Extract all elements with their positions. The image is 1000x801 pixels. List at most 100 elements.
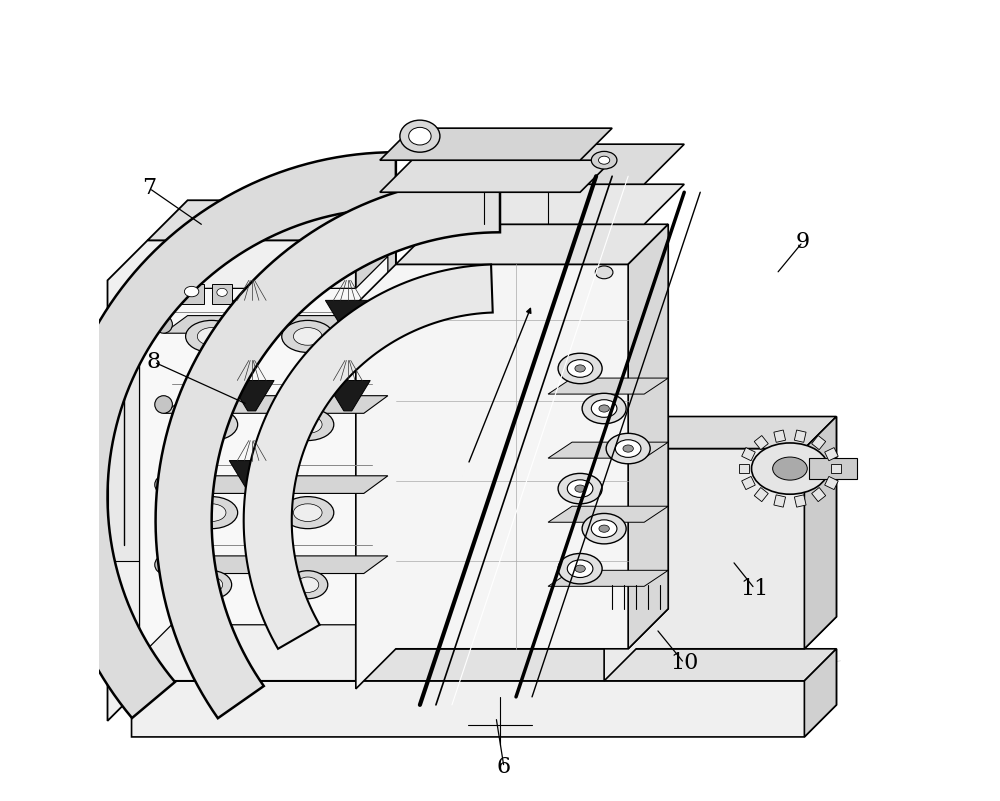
Polygon shape [325, 300, 370, 331]
Polygon shape [636, 417, 836, 449]
Ellipse shape [582, 513, 626, 544]
Polygon shape [436, 184, 684, 224]
Ellipse shape [155, 476, 172, 493]
Polygon shape [812, 488, 826, 501]
Polygon shape [229, 461, 274, 491]
Polygon shape [628, 224, 668, 649]
Bar [212, 284, 232, 304]
Polygon shape [794, 430, 806, 442]
Ellipse shape [217, 288, 227, 296]
Polygon shape [164, 316, 388, 333]
Polygon shape [604, 417, 836, 681]
Polygon shape [108, 360, 148, 561]
Ellipse shape [575, 485, 585, 492]
Polygon shape [754, 436, 768, 449]
Ellipse shape [197, 504, 226, 521]
Polygon shape [825, 448, 838, 461]
Polygon shape [804, 649, 836, 737]
Polygon shape [108, 200, 396, 721]
Ellipse shape [192, 570, 232, 599]
Polygon shape [51, 152, 396, 718]
Ellipse shape [186, 320, 238, 352]
Ellipse shape [558, 553, 602, 584]
Ellipse shape [606, 433, 650, 464]
Ellipse shape [575, 566, 585, 572]
Ellipse shape [293, 504, 322, 521]
Polygon shape [244, 264, 493, 649]
Polygon shape [436, 144, 684, 184]
Polygon shape [774, 430, 786, 442]
Ellipse shape [288, 570, 328, 599]
Polygon shape [804, 417, 836, 649]
Ellipse shape [197, 416, 226, 433]
Ellipse shape [567, 560, 593, 578]
Polygon shape [164, 649, 836, 681]
Polygon shape [742, 448, 755, 461]
Ellipse shape [591, 400, 617, 417]
Polygon shape [812, 436, 826, 449]
Polygon shape [229, 300, 274, 331]
Polygon shape [548, 378, 668, 394]
Polygon shape [825, 477, 838, 489]
Polygon shape [548, 442, 668, 458]
Polygon shape [164, 396, 388, 413]
Polygon shape [325, 380, 370, 411]
Ellipse shape [186, 497, 238, 529]
Ellipse shape [591, 151, 617, 169]
Ellipse shape [773, 457, 807, 480]
Ellipse shape [155, 556, 172, 574]
Polygon shape [809, 458, 857, 479]
Ellipse shape [567, 360, 593, 377]
Text: 6: 6 [497, 756, 511, 779]
Polygon shape [148, 200, 396, 240]
Polygon shape [380, 160, 612, 192]
Ellipse shape [558, 473, 602, 504]
Ellipse shape [155, 316, 172, 333]
Ellipse shape [595, 266, 613, 279]
Polygon shape [132, 649, 836, 737]
Polygon shape [140, 256, 388, 657]
Ellipse shape [293, 328, 322, 345]
Text: 7: 7 [142, 177, 156, 199]
Ellipse shape [297, 577, 319, 593]
Ellipse shape [293, 416, 322, 433]
Polygon shape [164, 476, 388, 493]
Ellipse shape [197, 328, 226, 345]
Polygon shape [774, 495, 786, 507]
Polygon shape [396, 224, 668, 264]
Ellipse shape [599, 405, 609, 412]
Ellipse shape [567, 480, 593, 497]
Polygon shape [356, 224, 668, 689]
Polygon shape [548, 570, 668, 586]
Ellipse shape [752, 443, 828, 494]
Polygon shape [229, 380, 274, 411]
Polygon shape [831, 464, 841, 473]
Polygon shape [380, 128, 612, 160]
Ellipse shape [186, 409, 238, 441]
Ellipse shape [282, 320, 334, 352]
Ellipse shape [282, 497, 334, 529]
Text: 8: 8 [147, 351, 161, 373]
Ellipse shape [615, 440, 641, 457]
Ellipse shape [155, 396, 172, 413]
Ellipse shape [582, 393, 626, 424]
Text: 9: 9 [796, 231, 810, 253]
Ellipse shape [201, 577, 223, 593]
Polygon shape [356, 200, 396, 681]
Ellipse shape [599, 525, 609, 532]
Ellipse shape [282, 409, 334, 441]
Ellipse shape [400, 120, 440, 152]
Polygon shape [156, 176, 500, 718]
Ellipse shape [591, 520, 617, 537]
Polygon shape [548, 506, 668, 522]
Text: 11: 11 [741, 578, 769, 600]
Polygon shape [164, 556, 388, 574]
Text: 10: 10 [670, 652, 698, 674]
Ellipse shape [409, 127, 431, 145]
Polygon shape [739, 464, 749, 473]
Polygon shape [754, 488, 768, 501]
Ellipse shape [599, 156, 610, 164]
Polygon shape [794, 495, 806, 507]
Polygon shape [742, 477, 755, 489]
Ellipse shape [623, 445, 633, 452]
